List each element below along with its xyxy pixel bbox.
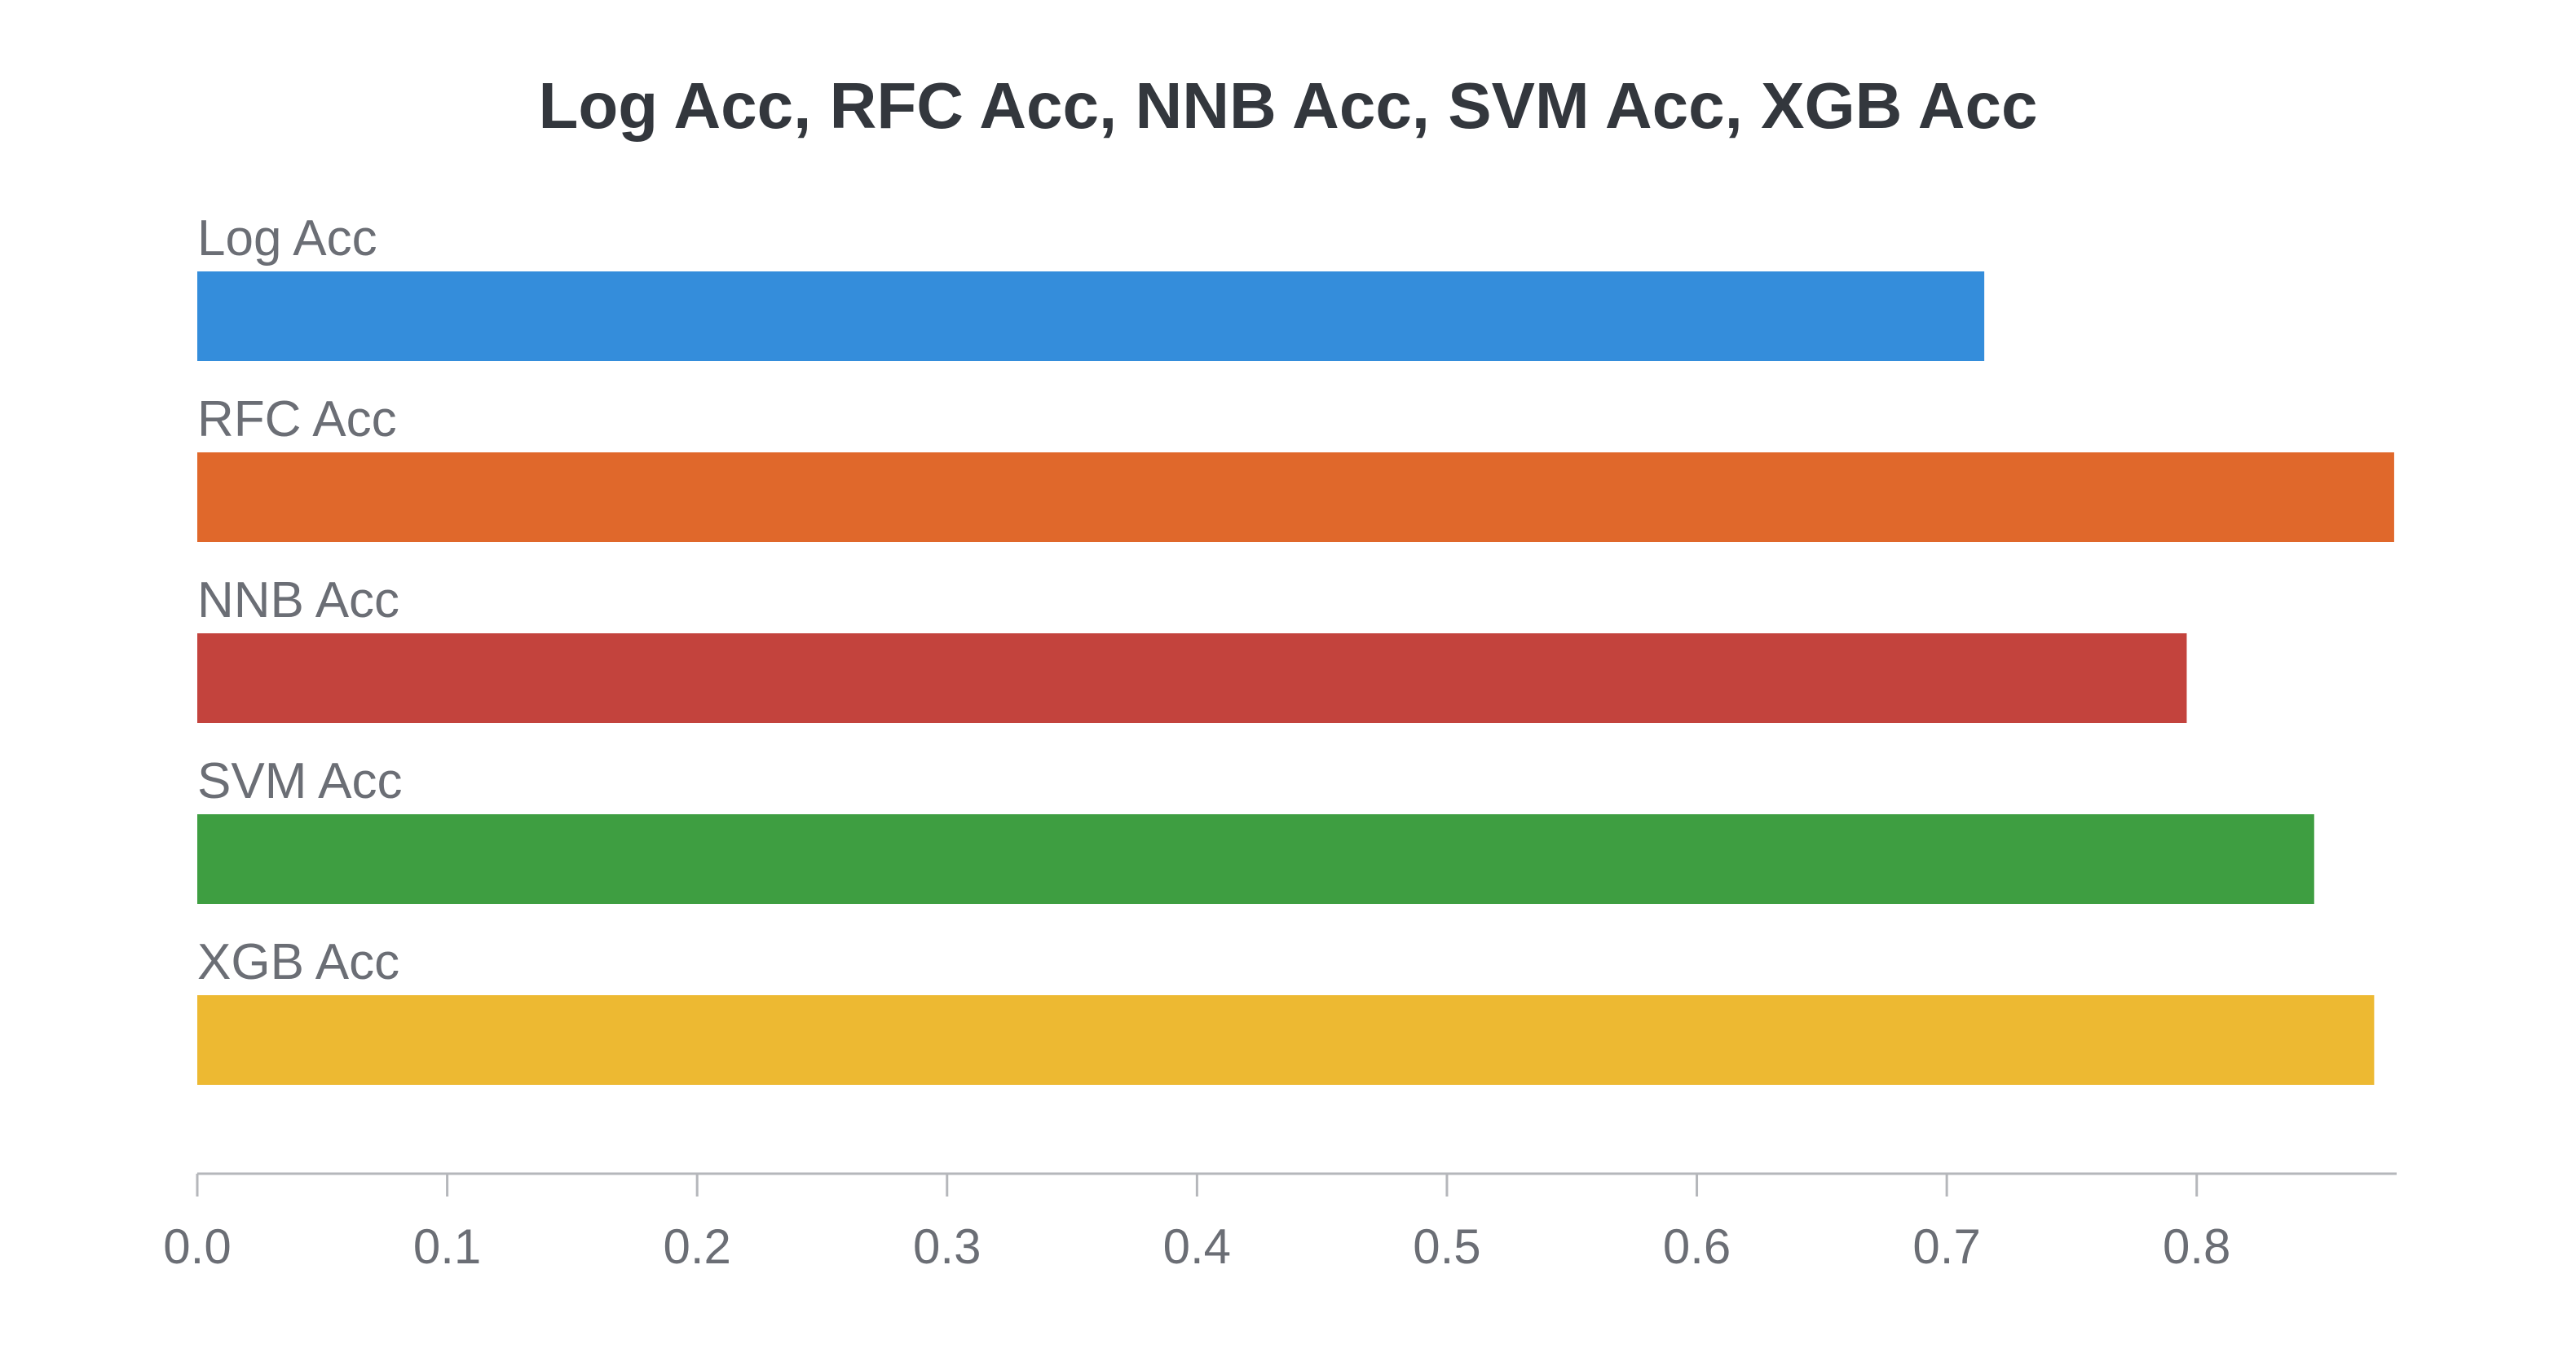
- bars-group: Log Acc RFC Acc NNB Acc SVM Acc XGB Acc: [197, 210, 2394, 1085]
- x-tick-label: 0.8: [2163, 1219, 2230, 1274]
- category-label: SVM Acc: [197, 753, 403, 809]
- bar-rfc-acc: [197, 452, 2394, 542]
- x-tick-label: 0.0: [163, 1219, 231, 1274]
- category-label: NNB Acc: [197, 572, 399, 628]
- chart-title: Log Acc, RFC Acc, NNB Acc, SVM Acc, XGB …: [539, 69, 2038, 142]
- x-tick-label: 0.6: [1663, 1219, 1731, 1274]
- bar-xgb-acc: [197, 995, 2375, 1085]
- bar-nnb-acc: [197, 633, 2187, 723]
- category-label: Log Acc: [197, 210, 377, 267]
- x-tick-label: 0.1: [413, 1219, 481, 1274]
- x-tick-label: 0.5: [1413, 1219, 1480, 1274]
- x-tick-label: 0.7: [1912, 1219, 1980, 1274]
- category-label: RFC Acc: [197, 391, 397, 447]
- bar-log-acc: [197, 271, 1985, 361]
- category-label: XGB Acc: [197, 934, 399, 990]
- x-axis-ticks: 0.0 0.1 0.2 0.3 0.4 0.5 0.6 0.7 0.8: [163, 1174, 2230, 1274]
- x-tick-label: 0.2: [663, 1219, 730, 1274]
- x-tick-label: 0.4: [1163, 1219, 1231, 1274]
- x-tick-label: 0.3: [913, 1219, 981, 1274]
- bar-svm-acc: [197, 814, 2314, 904]
